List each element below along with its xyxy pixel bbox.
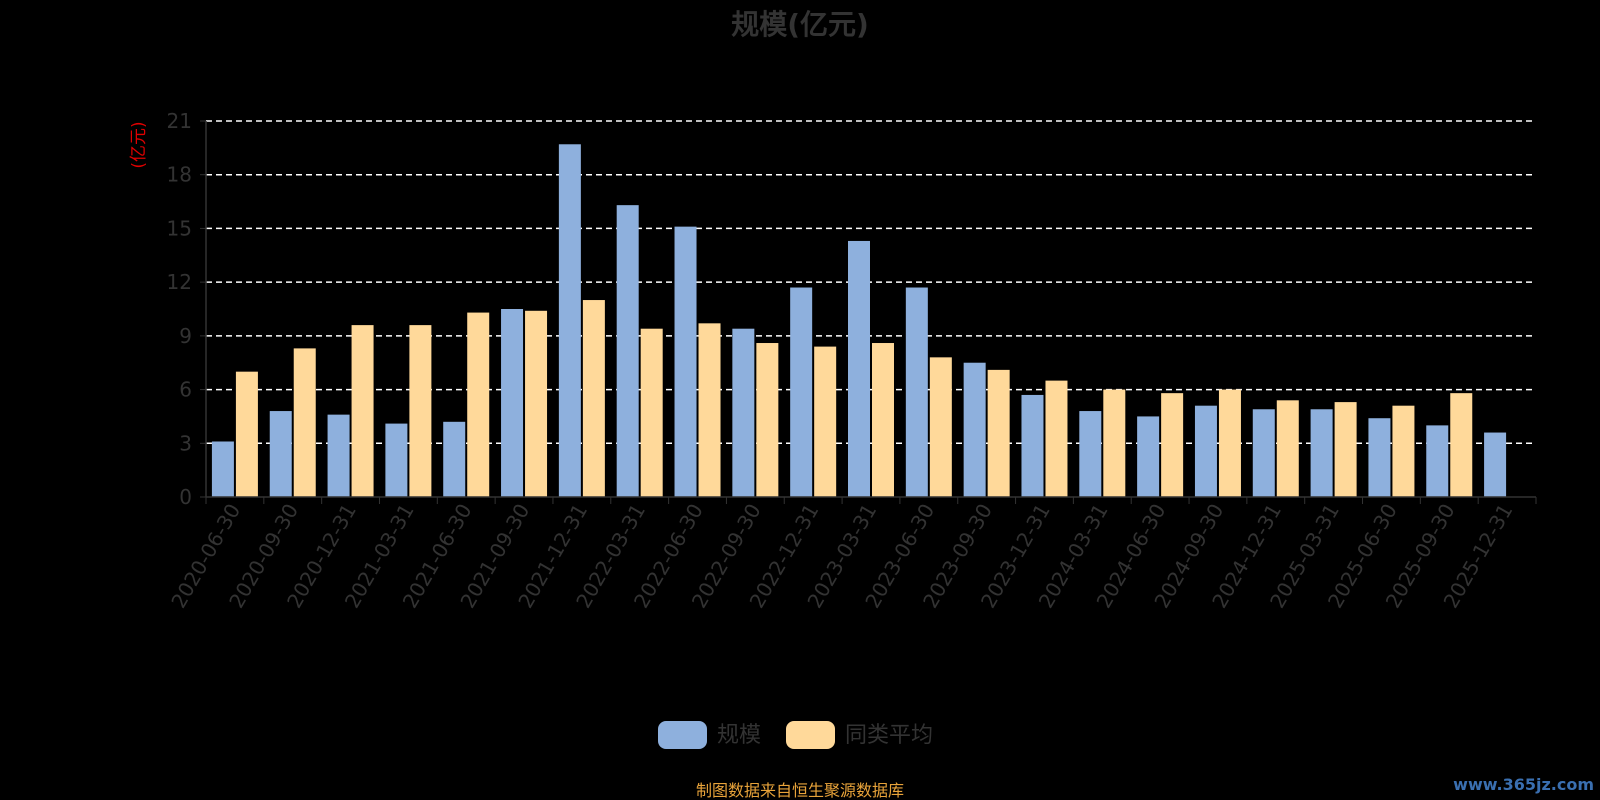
bar-scale — [963, 362, 986, 497]
bar-peer-average — [929, 357, 952, 497]
x-axis-ticks: 2020-06-302020-09-302020-12-312021-03-31… — [166, 500, 1517, 613]
bar-scale — [269, 411, 292, 497]
bar-scale — [1484, 432, 1507, 497]
y-tick-label: 3 — [179, 431, 192, 455]
y-tick-label: 9 — [179, 324, 192, 348]
bar-scale — [848, 240, 870, 497]
bar-peer-average — [1450, 393, 1473, 497]
legend-swatch — [658, 721, 707, 749]
bar-scale — [558, 144, 581, 497]
y-tick-label: 6 — [179, 378, 192, 402]
bar-scale — [1252, 409, 1275, 497]
bar-peer-average — [872, 343, 894, 497]
bar-scale — [790, 287, 813, 497]
bar-peer-average — [235, 371, 258, 497]
bar-scale — [1310, 409, 1333, 497]
bar-peer-average — [1276, 400, 1299, 497]
legend: 规模 同类平均 — [658, 721, 933, 749]
bar-peer-average — [582, 300, 605, 497]
bar-scale — [385, 423, 408, 497]
bar-peer-average — [351, 325, 374, 497]
y-axis-label: (亿元) — [129, 121, 149, 168]
bar-scale — [905, 287, 928, 497]
bar-peer-average — [756, 343, 779, 497]
y-axis-ticks: 0 3 6 9 12 15 18 21 — [167, 109, 206, 509]
bar-peer-average — [698, 323, 721, 497]
bars — [211, 144, 1507, 497]
legend-label: 同类平均 — [845, 723, 933, 748]
bar-peer-average — [409, 325, 432, 497]
bar-peer-average — [987, 369, 1010, 497]
bar-scale — [616, 205, 639, 497]
bar-peer-average — [467, 312, 490, 497]
bar-peer-average — [1218, 389, 1241, 497]
watermark: www.365jz.com — [1453, 775, 1594, 794]
bar-scale — [211, 441, 234, 497]
bar-peer-average — [1103, 389, 1126, 497]
bar-peer-average — [640, 328, 663, 497]
bar-peer-average — [293, 348, 316, 497]
legend-swatch — [786, 721, 835, 749]
bar-scale — [732, 328, 755, 497]
bar-scale — [327, 414, 350, 497]
y-tick-label: 15 — [167, 216, 192, 240]
legend-item-peer-average[interactable]: 同类平均 — [786, 721, 933, 749]
legend-label: 规模 — [717, 723, 761, 748]
gridlines — [206, 120, 1536, 445]
x-axis — [205, 121, 1537, 504]
bar-scale — [1137, 416, 1160, 497]
chart-title: 规模(亿元) — [731, 8, 869, 41]
bar-scale — [501, 309, 524, 497]
bar-scale — [1194, 405, 1217, 497]
y-tick-label: 21 — [167, 109, 192, 133]
bar-scale — [1426, 425, 1449, 497]
bar-peer-average — [1334, 402, 1357, 497]
bar-peer-average — [1161, 393, 1184, 497]
bar-peer-average — [1045, 380, 1068, 497]
bar-scale — [1368, 418, 1391, 497]
bar-peer-average — [525, 310, 548, 497]
bar-peer-average — [1392, 405, 1415, 497]
bar-scale — [443, 421, 466, 497]
bar-scale — [1079, 411, 1102, 497]
bar-scale — [1021, 394, 1044, 497]
y-tick-label: 18 — [167, 163, 192, 187]
bar-scale — [674, 226, 697, 497]
bar-peer-average — [814, 346, 837, 497]
y-tick-label: 0 — [179, 485, 192, 509]
legend-item-scale[interactable]: 规模 — [658, 721, 761, 749]
data-source-note: 制图数据来自恒生聚源数据库 — [696, 781, 904, 800]
y-tick-label: 12 — [167, 270, 192, 294]
